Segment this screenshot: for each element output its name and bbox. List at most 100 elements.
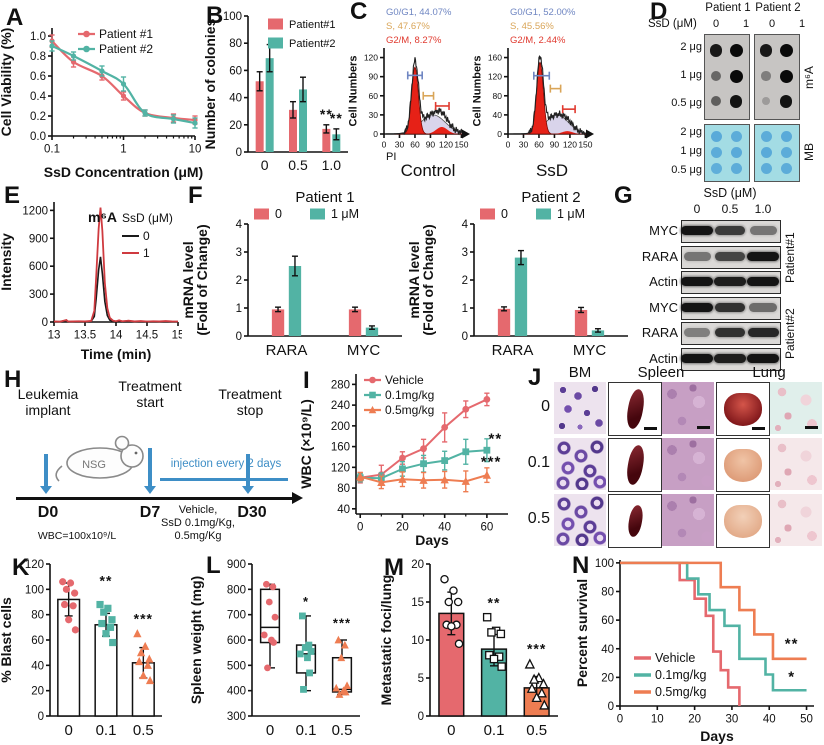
svg-text:10: 10 [411, 635, 424, 647]
svg-text:***: *** [527, 641, 546, 657]
svg-text:0: 0 [236, 331, 242, 343]
event-leukemia-implant: Leukemia implant [17, 386, 79, 419]
svg-text:WBC (×10⁹/L): WBC (×10⁹/L) [300, 399, 314, 488]
timeline-arrowhead-icon [292, 492, 303, 504]
svg-text:SsD (μM): SsD (μM) [122, 211, 173, 225]
panel-a-dose-response-chart: 0.0 0.2 0.4 0.6 0.8 1.0 0.1 1 10 SsD Concentratio… [0, 27, 203, 180]
lung-gross-image [716, 494, 770, 548]
svg-text:120: 120 [563, 140, 577, 150]
western-band [749, 226, 777, 235]
svg-text:280: 280 [331, 379, 350, 391]
svg-text:RARA: RARA [266, 342, 308, 359]
d0-arrow-icon [44, 454, 48, 486]
dot-blot-column-label: 0 [768, 18, 776, 30]
svg-text:30: 30 [726, 714, 739, 726]
d30-arrow-icon [246, 454, 250, 486]
svg-text:5: 5 [418, 673, 424, 685]
svg-text:0: 0 [42, 317, 48, 329]
svg-text:1 μM: 1 μM [557, 207, 585, 221]
svg-text:m⁶A: m⁶A [88, 209, 117, 225]
svg-text:4: 4 [462, 219, 469, 231]
event-treatment-stop: Treatment stop [218, 386, 282, 419]
svg-text:0.8: 0.8 [30, 51, 46, 63]
western-row-label: Actin [649, 274, 678, 289]
mb-dot [780, 146, 792, 158]
svg-text:20: 20 [411, 559, 424, 571]
western-band [714, 328, 746, 337]
svg-text:S, 45.56%: S, 45.56% [510, 21, 554, 32]
lung-histology-image [770, 382, 822, 434]
svg-text:Number of colonies: Number of colonies [204, 18, 218, 149]
svg-text:80: 80 [229, 38, 242, 50]
svg-text:0: 0 [38, 711, 44, 723]
lung-organ-shape [724, 392, 762, 426]
m6a-dot [711, 71, 721, 81]
dot-blot-row-label: 1 μg [680, 145, 702, 157]
panel-b-colonies-chart: 0 20 40 60 80 100 0 0.5 1.0 Number of colonies ***… [204, 11, 348, 173]
svg-text:60: 60 [480, 522, 493, 534]
mouse-icon: NSG [55, 435, 144, 482]
svg-text:30: 30 [519, 140, 529, 150]
dot-blot-row-label: 0.5 μg [671, 164, 702, 176]
d30-arrowhead-icon [242, 486, 254, 494]
svg-text:0: 0 [617, 714, 623, 726]
western-patient2-label: Patient#2 [783, 308, 797, 360]
svg-text:13.5: 13.5 [74, 330, 96, 342]
svg-text:SsD: SsD [536, 161, 568, 180]
svg-text:150: 150 [454, 140, 468, 150]
svg-text:100: 100 [595, 558, 614, 570]
svg-text:Patient 1: Patient 1 [295, 189, 354, 206]
svg-text:0: 0 [497, 129, 502, 139]
svg-text:Cell Viability (%): Cell Viability (%) [0, 28, 14, 137]
western-band [747, 328, 779, 337]
wbc-note: WBC=100x10⁹/L [37, 530, 117, 542]
svg-text:0.5: 0.5 [288, 157, 308, 173]
svg-text:0.6: 0.6 [30, 71, 46, 83]
svg-text:% Blast cells: % Blast cells [0, 597, 14, 683]
panel-i-wbc-chart: 40 80 120 160 200 240 280 0 20 40 60 Days WBC (×10⁹/… [300, 373, 508, 548]
mb-dot [710, 146, 722, 158]
svg-text:Vehicle: Vehicle [385, 373, 424, 387]
dose-note: Vehicle, SsD 0.1mg/Kg, 0.5mg/Kg [161, 504, 235, 542]
svg-text:120: 120 [331, 462, 350, 474]
svg-text:1.0: 1.0 [30, 31, 46, 43]
svg-text:90: 90 [550, 140, 560, 150]
dot-blot-ssd-label: SsD (μM) [648, 18, 697, 30]
m6a-side-label: m⁶A [802, 66, 816, 90]
timeline-d7: D7 [139, 504, 161, 521]
histology-header-spleen: Spleen [637, 364, 685, 381]
m6a-dot [729, 44, 743, 58]
svg-text:100: 100 [25, 584, 44, 596]
svg-text:200: 200 [331, 421, 350, 433]
svg-text:S, 47.67%: S, 47.67% [386, 21, 430, 32]
histology-header-lung: Lung [752, 364, 786, 381]
injection-underline [160, 478, 288, 481]
panel-label-k: K [12, 554, 30, 581]
svg-text:240: 240 [331, 400, 350, 412]
svg-text:Time (min): Time (min) [81, 346, 152, 362]
svg-text:0.4: 0.4 [30, 91, 47, 103]
svg-text:Cell Numbers: Cell Numbers [472, 56, 484, 127]
svg-text:40: 40 [31, 660, 44, 672]
svg-text:PI: PI [386, 151, 396, 163]
svg-text:**: ** [100, 573, 113, 589]
m6a-dot [729, 94, 743, 108]
timeline-axis [16, 497, 292, 501]
m6a-dot [779, 44, 793, 58]
panel-h-treatment-schematic: Leukemia implant Treatment start Treatme… [0, 366, 303, 548]
panel-n-survival-chart: 0 20 40 60 80 100 0 10 20 30 40 50 Days Percent survi… [576, 558, 814, 744]
svg-text:60: 60 [31, 635, 44, 647]
western-row-label: RARA [641, 248, 678, 264]
m6a-dot [761, 97, 771, 106]
dot-blot-column-label: 1 [798, 18, 806, 30]
svg-text:***: *** [333, 615, 351, 630]
svg-text:1: 1 [236, 303, 242, 315]
svg-text:80: 80 [601, 587, 614, 599]
svg-text:0: 0 [462, 331, 468, 343]
panel-j-histology-grid: BM Spleen Lung 0 0.1 0.5 [524, 364, 824, 550]
lung-gross-image [716, 438, 770, 492]
mouse-nsg-label: NSG [82, 459, 106, 471]
m6a-dot [729, 69, 743, 83]
svg-text:40: 40 [763, 714, 776, 726]
